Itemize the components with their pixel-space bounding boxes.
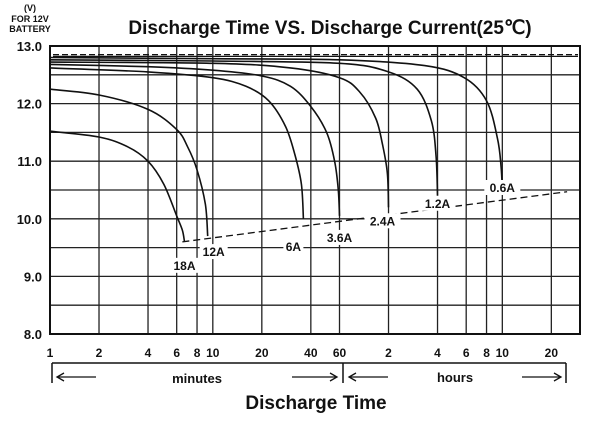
battery-label-line2: BATTERY xyxy=(9,24,51,34)
series-labels: 18A 12A 6A 3.6A 2.4A 1.2A 0.6A xyxy=(170,180,521,273)
series-label-bg xyxy=(484,180,521,195)
x-tick-label: 2 xyxy=(385,346,392,360)
series-label-bg xyxy=(321,229,358,245)
x-tick-label: 4 xyxy=(145,346,152,360)
series-label-bg xyxy=(364,213,401,229)
series-label: 0.6A xyxy=(490,181,516,195)
x-axis-title: Discharge Time xyxy=(245,393,386,414)
x-tick-label: 8 xyxy=(483,346,490,360)
reference-lines xyxy=(53,54,578,57)
time-unit-band: minutes hours xyxy=(51,362,567,386)
series-label-bg xyxy=(170,257,199,273)
x-tick-label: 10 xyxy=(496,346,510,360)
series-line xyxy=(49,59,439,196)
hours-arrowhead-left xyxy=(347,372,357,382)
y-tick-label: 8.0 xyxy=(24,327,42,342)
series-line xyxy=(49,56,504,191)
minutes-label: minutes xyxy=(172,371,222,386)
x-tick-label: 1 xyxy=(47,346,54,360)
x-tick-label: 6 xyxy=(173,346,180,360)
cutoff-line xyxy=(182,191,568,243)
series-line xyxy=(49,130,186,242)
x-tick-label: 8 xyxy=(194,346,201,360)
y-tick-labels: 13.0 12.0 11.0 10.0 9.0 8.0 xyxy=(17,39,42,342)
y-tick-label: 12.0 xyxy=(17,97,42,112)
series-line xyxy=(49,63,341,216)
series-label-bg xyxy=(199,244,228,260)
series-label: 18A xyxy=(173,259,195,273)
series-label: 3.6A xyxy=(327,231,353,245)
y-tick-label: 10.0 xyxy=(17,212,42,227)
x-tick-label: 4 xyxy=(434,346,441,360)
series-line xyxy=(49,67,305,219)
x-tick-labels: 1 2 4 6 8 10 20 40 60 2 4 6 8 10 20 xyxy=(47,346,559,360)
series-label: 6A xyxy=(286,240,302,254)
x-tick-label: 10 xyxy=(206,346,220,360)
cutoff-line-group xyxy=(182,191,568,243)
series-lines xyxy=(49,56,504,242)
series-line xyxy=(49,61,390,208)
y-tick-label: 11.0 xyxy=(17,154,42,169)
x-tick-label: 40 xyxy=(304,346,318,360)
x-tick-label: 20 xyxy=(255,346,269,360)
series-line xyxy=(49,88,209,237)
battery-label-line1: FOR 12V xyxy=(11,14,49,24)
hours-arrowhead-right xyxy=(553,372,563,382)
x-tick-label: 60 xyxy=(333,346,347,360)
chart-title: Discharge Time VS. Discharge Current(25℃… xyxy=(128,18,531,39)
series-label: 1.2A xyxy=(425,197,451,211)
x-tick-label: 20 xyxy=(545,346,559,360)
y-tick-label: 9.0 xyxy=(24,269,42,284)
series-label-bg xyxy=(283,238,304,254)
series-label-bg xyxy=(419,195,456,211)
y-tick-label: 13.0 xyxy=(17,39,42,54)
unit-label: (V) xyxy=(24,3,36,13)
hours-label: hours xyxy=(437,370,473,385)
series-label: 2.4A xyxy=(370,214,396,228)
plot-frame xyxy=(49,45,581,335)
x-tick-label: 2 xyxy=(96,346,103,360)
minutes-arrowhead-right xyxy=(329,372,339,382)
x-tick-label: 6 xyxy=(463,346,470,360)
minutes-arrowhead-left xyxy=(55,372,65,382)
series-label: 12A xyxy=(203,245,225,259)
